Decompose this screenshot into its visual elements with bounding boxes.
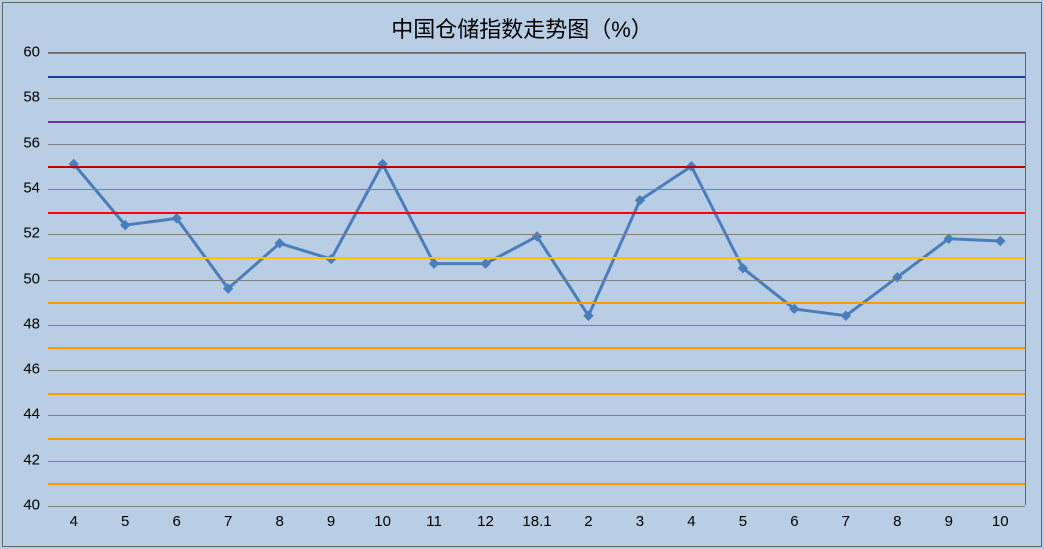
y-tick-label: 60 [23,44,40,61]
x-tick-label: 7 [842,513,850,530]
x-tick-label: 10 [992,513,1009,530]
reference-line [48,212,1025,214]
gridline [48,280,1025,281]
x-tick-label: 6 [790,513,798,530]
gridline [48,234,1025,235]
x-tick-label: 8 [893,513,901,530]
data-point-marker [996,236,1005,245]
gridline [48,53,1025,54]
gridline [48,370,1025,371]
y-tick-label: 54 [23,179,40,196]
reference-line [48,166,1025,168]
gridline [48,325,1025,326]
x-tick-label: 5 [739,513,747,530]
x-tick-label: 6 [173,513,181,530]
y-tick-label: 40 [23,497,40,514]
plot-area [48,52,1026,505]
x-tick-label: 4 [70,513,78,530]
x-tick-label: 12 [477,513,494,530]
x-tick-label: 4 [687,513,695,530]
chart-title: 中国仓储指数走势图（%） [0,0,1044,44]
reference-line [48,393,1025,395]
y-tick-label: 58 [23,89,40,106]
x-tick-label: 11 [426,513,442,530]
y-tick-label: 44 [23,406,40,423]
gridline [48,189,1025,190]
reference-line [48,347,1025,349]
y-tick-label: 56 [23,134,40,151]
x-axis-labels: 4 5 6 7 8 9 10 11 12 18.1 2 3 4 5 6 7 8 9 10 [48,513,1026,537]
x-tick-label: 18.1 [522,513,551,530]
gridline [48,98,1025,99]
x-tick-label: 9 [945,513,953,530]
x-tick-label: 10 [374,513,391,530]
x-tick-label: 8 [275,513,283,530]
y-axis-labels: 4042444648505254565860 [0,52,48,505]
gridline [48,415,1025,416]
chart-container: 中国仓储指数走势图（%） 4042444648505254565860 4567… [0,0,1044,549]
reference-line [48,438,1025,440]
y-tick-label: 50 [23,270,40,287]
gridline [48,461,1025,462]
x-tick-label: 2 [584,513,592,530]
reference-line [48,121,1025,123]
x-tick-label: 3 [636,513,644,530]
gridline [48,144,1025,145]
reference-line [48,483,1025,485]
gridline [48,506,1025,507]
y-tick-label: 52 [23,225,40,242]
reference-line [48,257,1025,259]
x-tick-label: 5 [121,513,129,530]
y-tick-label: 48 [23,315,40,332]
reference-line [48,76,1025,78]
x-tick-label: 9 [327,513,335,530]
x-tick-label: 7 [224,513,232,530]
y-tick-label: 46 [23,361,40,378]
reference-line [48,302,1025,304]
y-tick-label: 42 [23,451,40,468]
